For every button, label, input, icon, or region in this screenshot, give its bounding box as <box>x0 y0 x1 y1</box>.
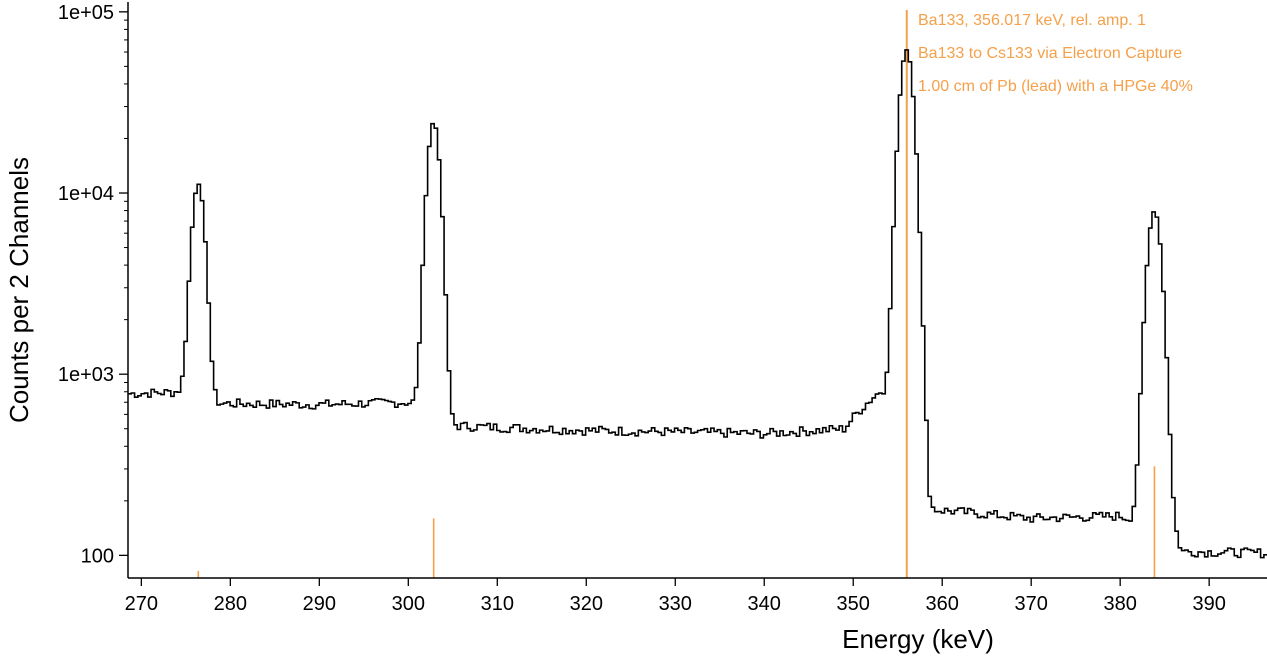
x-tick-label: 360 <box>926 593 959 615</box>
x-tick-label: 300 <box>392 593 425 615</box>
x-tick-label: 310 <box>481 593 514 615</box>
y-tick-label: 1e+05 <box>58 2 114 24</box>
x-axis-title: Energy (keV) <box>842 624 994 654</box>
x-tick-label: 290 <box>303 593 336 615</box>
x-tick-label: 270 <box>125 593 158 615</box>
x-tick-label: 340 <box>748 593 781 615</box>
y-tick-label: 1e+03 <box>58 364 114 386</box>
x-tick-label: 390 <box>1192 593 1225 615</box>
x-tick-label: 380 <box>1103 593 1136 615</box>
annotation-group: Ba133, 356.017 keV, rel. amp. 1 Ba133 to… <box>918 12 1193 95</box>
x-axis-ticks: 270 280 290 300 310 320 330 340 350 360 370 380 390 <box>125 578 1226 615</box>
reference-lines <box>197 10 1156 578</box>
x-tick-label: 330 <box>659 593 692 615</box>
y-tick-label: 1e+04 <box>58 183 114 205</box>
annotation-line-2: Ba133 to Cs133 via Electron Capture <box>918 45 1182 62</box>
x-tick-label: 280 <box>214 593 247 615</box>
x-tick-label: 320 <box>570 593 603 615</box>
spectrum-series-line <box>128 49 1267 559</box>
y-tick-label: 100 <box>81 545 114 567</box>
x-tick-label: 350 <box>837 593 870 615</box>
annotation-line-3: 1.00 cm of Pb (lead) with a HPGe 40% <box>918 78 1193 95</box>
annotation-line-1: Ba133, 356.017 keV, rel. amp. 1 <box>918 12 1146 29</box>
x-tick-label: 370 <box>1015 593 1048 615</box>
y-axis-title: Counts per 2 Channels <box>4 157 34 423</box>
y-axis-ticks: 100 1e+03 1e+04 1e+05 <box>58 2 128 567</box>
